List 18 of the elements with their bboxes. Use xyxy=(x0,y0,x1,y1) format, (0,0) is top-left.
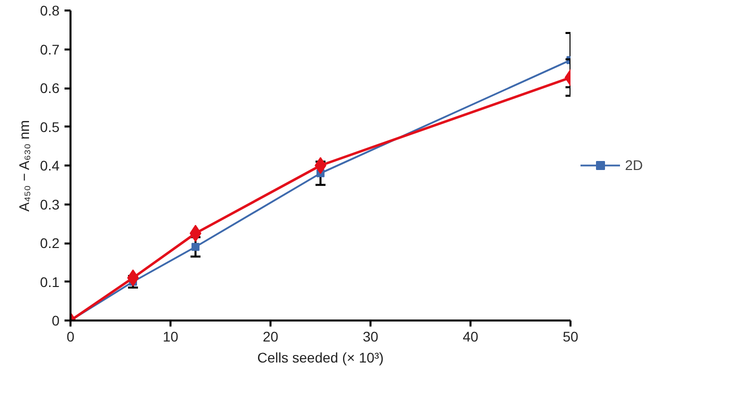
y-tick-label: 0.7 xyxy=(40,41,60,58)
x-tick-label: 30 xyxy=(362,328,378,344)
y-axis-title: A₄₅₀ − A₆₃₀ nm xyxy=(16,120,32,212)
y-tick-label: 0.2 xyxy=(40,235,60,251)
x-tick-label: 10 xyxy=(162,328,178,344)
x-tick-label: 50 xyxy=(562,328,578,344)
x-tick-label: 20 xyxy=(262,328,278,344)
x-tick-label: 0 xyxy=(66,328,75,344)
y-tick-label: 0 xyxy=(52,312,60,328)
x-tick-label: 40 xyxy=(462,328,478,344)
y-tick-label: 0.6 xyxy=(40,80,60,96)
y-tick-label: 0.4 xyxy=(40,158,60,174)
y-tick-label: 0.5 xyxy=(40,118,60,135)
x-axis-title: Cells seeded (× 10³) xyxy=(257,350,384,366)
y-tick-label: 0.3 xyxy=(40,196,60,212)
y-tick-label: 0.8 xyxy=(40,2,60,18)
legend-label: 2D xyxy=(625,157,644,173)
y-tick-label: 0.1 xyxy=(40,274,60,290)
